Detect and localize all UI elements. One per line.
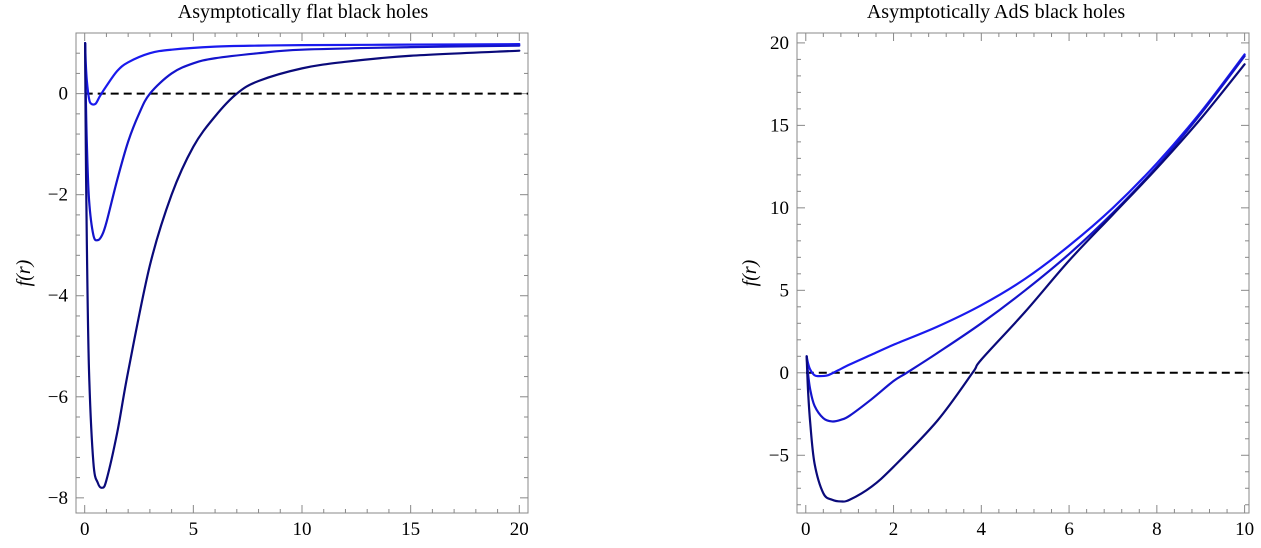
x-tick-label: 10 [293,519,312,540]
y-tick-label: 0 [780,363,790,384]
y-tick-label: −5 [769,445,789,466]
x-tick-label: 2 [889,519,899,540]
y-tick-label: 0 [59,84,69,105]
x-axis-label: r [1019,546,1027,548]
series-line-3 [84,42,521,489]
x-tick-label: 0 [80,519,90,540]
x-tick-label: 20 [510,519,529,540]
x-tick-label: 0 [801,519,811,540]
series-line-1 [805,53,1246,378]
x-tick-label: 10 [1235,519,1254,540]
y-tick-label: 10 [770,198,789,219]
chart-title: Asymptotically flat black holes [178,1,429,23]
flat-black-holes-panel: Asymptotically flat black holes 0 5 10 15 20… [13,1,529,548]
y-tick-label: 15 [770,115,789,136]
x-axis-label: r [298,546,306,548]
series-line-2 [84,42,521,242]
x-tick-label: 5 [189,519,199,540]
y-tick-label: −8 [48,488,68,509]
x-tick-label: 4 [977,519,987,540]
plot-frame [796,32,1250,514]
y-tick-label: 5 [780,280,790,301]
series-line-3 [805,63,1246,503]
y-tick-label: −2 [48,185,68,206]
y-tick-label: −4 [48,286,69,307]
ads-black-holes-panel: Asymptotically AdS black holes 0 2 4 6 8 10 −5… [739,1,1254,548]
x-tick-label: 15 [401,519,420,540]
y-tick-label: −6 [48,387,68,408]
y-axis-label: f(r) [739,259,761,286]
series-line-1 [84,42,521,106]
y-axis-label: f(r) [13,259,35,286]
x-tick-label: 6 [1064,519,1074,540]
x-tick-label: 8 [1152,519,1162,540]
chart-title: Asymptotically AdS black holes [867,1,1126,23]
series-line-2 [805,54,1246,423]
y-tick-label: 20 [770,33,789,54]
